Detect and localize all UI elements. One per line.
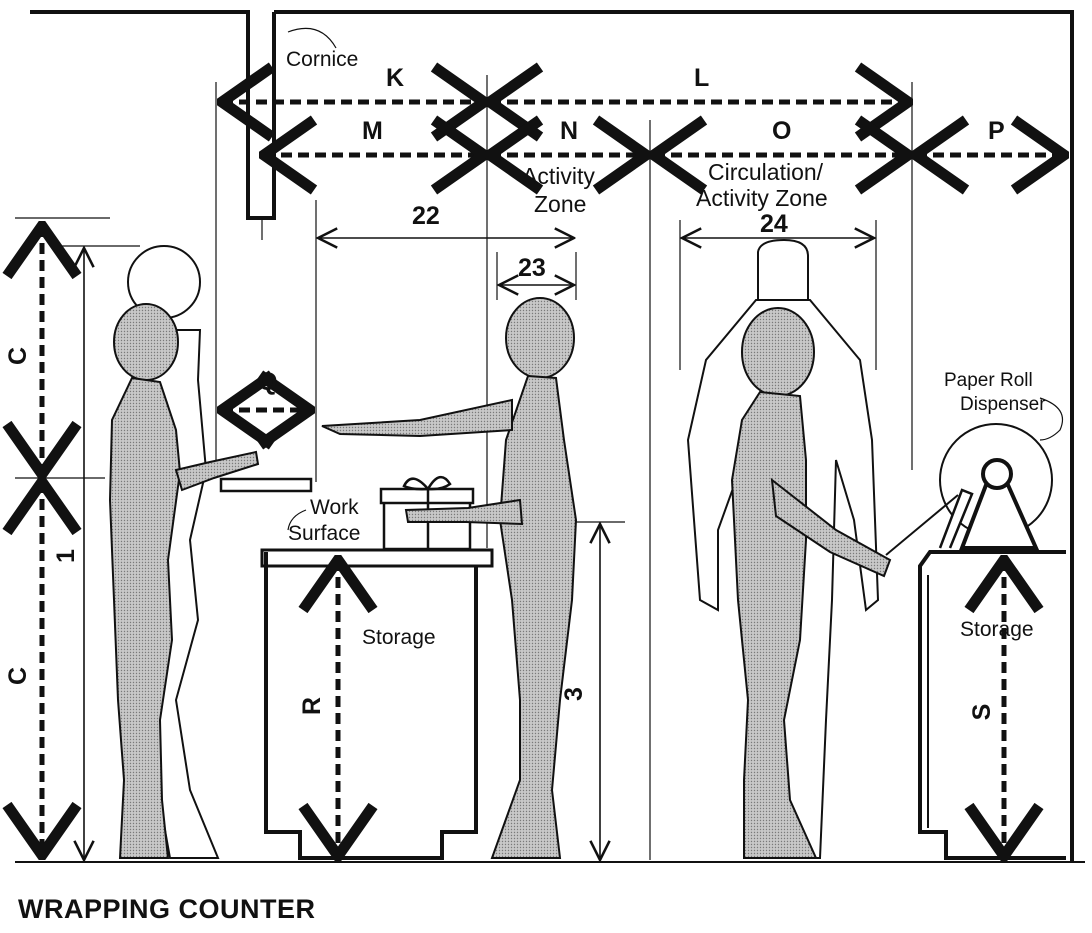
label-c-top: C	[4, 347, 32, 365]
figure-center	[321, 297, 578, 859]
label-o: O	[772, 117, 791, 145]
label-r: R	[298, 697, 326, 715]
label-storage-right: Storage	[960, 618, 1034, 641]
counter-body	[264, 552, 478, 860]
label-p: P	[988, 117, 1005, 145]
paper-roll-dispenser	[885, 423, 1053, 556]
label-n: N	[560, 117, 578, 145]
diagram-title: WRAPPING COUNTER	[18, 894, 316, 924]
dashed-dimensions	[42, 102, 1064, 856]
dispenser-counter	[918, 550, 1066, 860]
guide-lines	[15, 27, 1064, 860]
label-q: Q	[258, 368, 277, 396]
label-3: 3	[560, 687, 588, 701]
labels: Cornice K L M N O P Activity Zone Circul…	[4, 48, 1046, 924]
solid-dimensions	[84, 238, 874, 860]
label-22: 22	[412, 202, 440, 230]
label-activity-2: Zone	[534, 191, 586, 217]
label-s: S	[968, 704, 996, 721]
ceiling-right	[274, 10, 1074, 862]
work-surface-top	[260, 548, 494, 568]
label-c-bottom: C	[4, 667, 32, 685]
label-cornice: Cornice	[286, 48, 358, 71]
wrapping-counter	[219, 477, 494, 860]
ceiling-left	[30, 10, 276, 220]
label-storage-left: Storage	[362, 626, 436, 649]
label-work-2: Surface	[288, 522, 360, 545]
label-activity-1: Activity	[522, 163, 595, 189]
label-paper-2: Dispenser	[960, 394, 1046, 415]
figure-right-front	[730, 307, 892, 859]
label-circulation-1: Circulation/	[708, 159, 824, 185]
label-l: L	[694, 64, 709, 92]
label-m: M	[362, 117, 383, 145]
figure-left-front	[108, 303, 260, 859]
dispenser-counter-body	[918, 550, 1066, 860]
label-1: 1	[52, 549, 80, 563]
label-k: K	[386, 64, 404, 92]
label-23: 23	[518, 254, 546, 282]
label-circulation-2: Activity Zone	[696, 185, 828, 211]
label-24: 24	[760, 210, 788, 238]
label-work-1: Work	[310, 496, 359, 519]
side-shelf	[219, 477, 313, 493]
label-paper-1: Paper Roll	[944, 370, 1033, 391]
